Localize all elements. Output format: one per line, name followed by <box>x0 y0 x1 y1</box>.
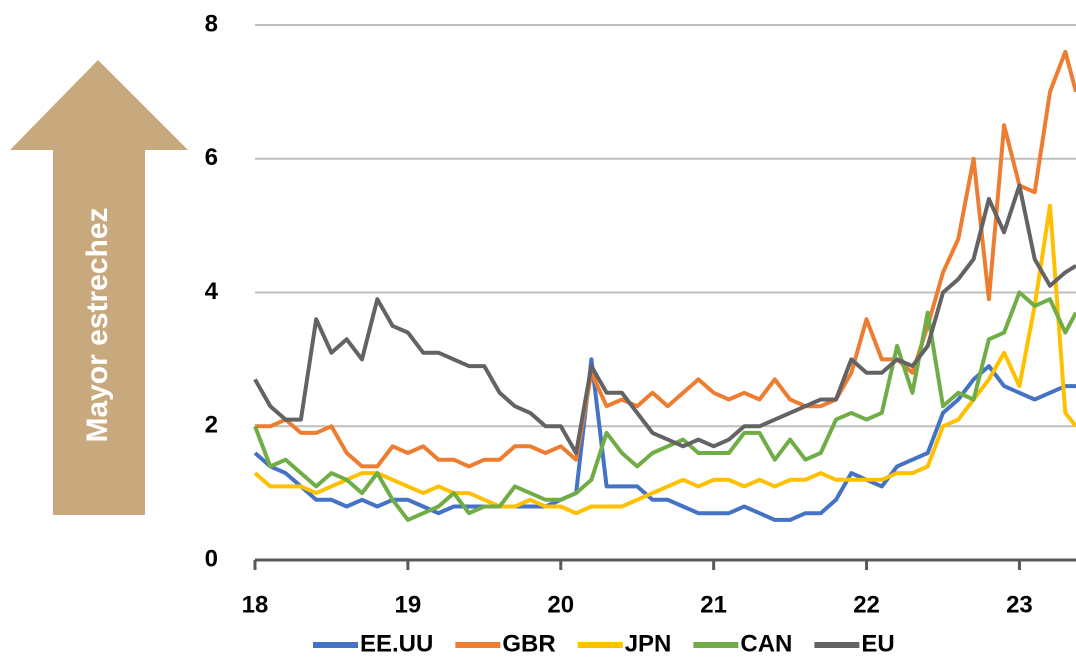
legend-label: EU <box>861 630 894 657</box>
legend-label: EE.UU <box>360 630 433 657</box>
y-tick-label: 2 <box>205 412 218 439</box>
x-tick-label: 22 <box>853 591 880 618</box>
series-line <box>253 183 1076 455</box>
x-tick-label: 19 <box>395 591 422 618</box>
series-line <box>255 49 1076 469</box>
arrow <box>10 60 188 515</box>
legend-label: JPN <box>625 630 672 657</box>
series-line <box>253 290 1076 522</box>
y-tick-label: 6 <box>205 144 218 171</box>
y-tick-label: 0 <box>205 545 218 572</box>
annotation: Mayor estrechez <box>81 207 114 442</box>
x-tick-label: 18 <box>242 591 269 618</box>
x-tick-label: 21 <box>700 591 727 618</box>
x-tick-label: 20 <box>547 591 574 618</box>
legend-label: GBR <box>502 630 555 657</box>
y-tick-label: 8 <box>205 10 218 37</box>
series-line <box>253 203 1076 516</box>
y-tick-label: 4 <box>205 278 219 305</box>
x-tick-label: 23 <box>1006 591 1033 618</box>
legend-label: CAN <box>740 630 792 657</box>
